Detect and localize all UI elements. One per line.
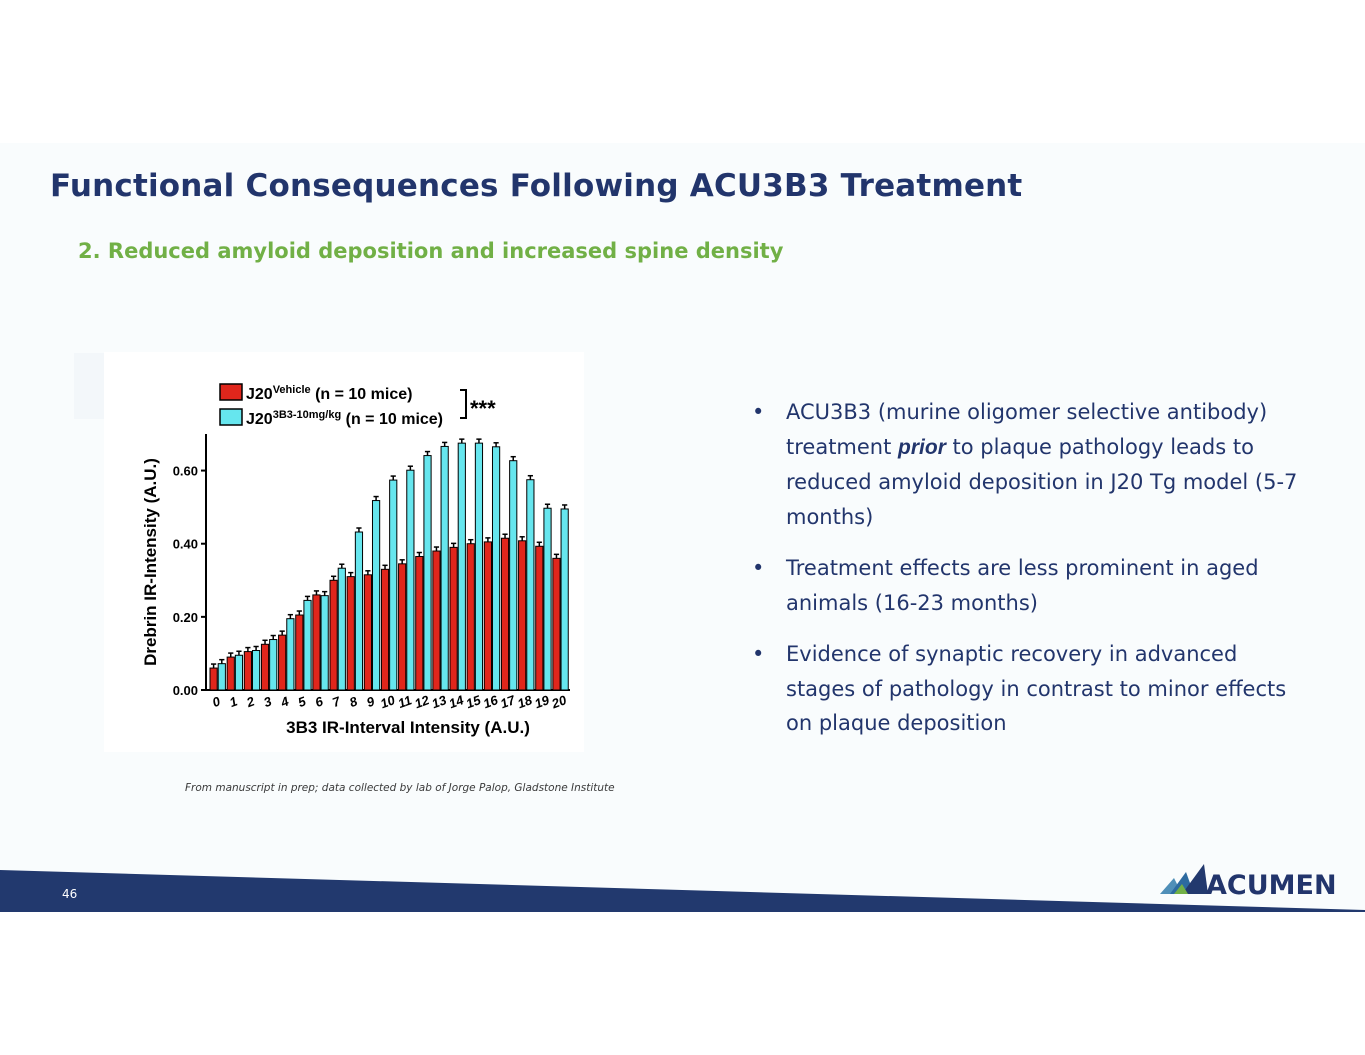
x-tick-label: 11 xyxy=(396,692,414,711)
x-tick-label: 19 xyxy=(533,692,552,711)
y-tick-label: 0.60 xyxy=(173,464,198,479)
bar-treated xyxy=(251,650,261,691)
logo-wordmark: ACUMEN xyxy=(1206,870,1337,901)
x-tick-label: 12 xyxy=(413,692,432,711)
x-tick-label: 13 xyxy=(430,692,449,711)
bar-treated xyxy=(303,599,312,691)
legend-entry: J203B3-10mg/kg (n = 10 mice) xyxy=(246,409,443,428)
x-tick-label: 15 xyxy=(464,692,483,711)
bullet-text: ACU3B3 (murine oligomer selective antibo… xyxy=(786,400,1268,459)
y-tick-label: 0.20 xyxy=(173,610,198,625)
x-tick-label: 1 xyxy=(227,693,239,710)
bar-treated xyxy=(474,442,484,691)
bar-vehicle xyxy=(312,594,321,691)
bullet-dot: • xyxy=(752,556,765,580)
bar-vehicle xyxy=(329,579,338,691)
bar-treated xyxy=(320,595,329,691)
bar-treated xyxy=(509,460,518,691)
y-axis-label: Drebrin IR-Intensity (A.U.) xyxy=(141,458,160,666)
bar-vehicle xyxy=(226,656,235,691)
bullet-item: • Treatment effects are less prominent i… xyxy=(752,551,1312,620)
bar-vehicle xyxy=(398,563,407,691)
bar-treated xyxy=(371,500,381,691)
bar-vehicle xyxy=(432,550,441,691)
x-tick-label: 20 xyxy=(549,692,569,712)
bar-treated xyxy=(406,469,415,691)
x-tick-label: 8 xyxy=(347,693,360,710)
footer-band xyxy=(0,870,1365,912)
bar-vehicle xyxy=(415,556,424,691)
bullet-emphasis: prior xyxy=(898,435,946,459)
bar-vehicle xyxy=(552,557,561,691)
page-number: 46 xyxy=(62,887,78,901)
bullet-dot: • xyxy=(752,642,765,666)
bar-vehicle xyxy=(363,574,372,691)
bar-vehicle xyxy=(535,545,544,691)
slide-title: Functional Consequences Following ACU3B3… xyxy=(50,168,1023,204)
bar-treated xyxy=(543,507,552,691)
x-tick-label: 5 xyxy=(296,693,309,710)
significance-label: *** xyxy=(470,396,496,421)
bullet-dot: • xyxy=(752,400,765,424)
x-tick-label: 4 xyxy=(278,693,292,710)
bar-treated xyxy=(423,455,432,691)
bar-treated xyxy=(286,618,295,691)
drebrin-bar-chart: 0.00 0.20 0.40 0.60 Drebrin IR-Intensity (A.… xyxy=(141,383,570,737)
legend-swatch xyxy=(219,383,243,401)
bar-vehicle xyxy=(483,541,492,691)
significance-bracket xyxy=(460,389,467,419)
bar-vehicle xyxy=(295,614,304,691)
bar-vehicle xyxy=(466,543,475,691)
bar-treated xyxy=(457,442,466,691)
bar-treated xyxy=(234,654,244,691)
x-tick-label: 6 xyxy=(313,693,326,710)
x-tick-label: 10 xyxy=(378,692,397,711)
bar-vehicle xyxy=(260,643,270,691)
bar-vehicle xyxy=(380,568,390,691)
bullet-item: • ACU3B3 (murine oligomer selective anti… xyxy=(752,395,1312,534)
bullet-text: to plaque pathology leads to reduced amy… xyxy=(786,434,1298,529)
x-tick-label: 7 xyxy=(330,693,343,710)
x-tick-label: 16 xyxy=(481,692,500,711)
bar-vehicle xyxy=(209,667,218,691)
bar-treated xyxy=(526,479,535,691)
bar-vehicle xyxy=(500,537,510,691)
legend-swatch xyxy=(219,408,243,426)
bar-vehicle xyxy=(243,651,252,691)
bar-treated xyxy=(269,639,278,691)
bar-treated xyxy=(389,479,398,691)
x-tick-label: 3 xyxy=(262,693,275,710)
x-tick-label: 14 xyxy=(447,692,466,711)
acumen-logo-icon xyxy=(1160,864,1208,894)
x-axis-label: 3B3 IR-Interval Intensity (A.U.) xyxy=(286,718,530,737)
source-note: From manuscript in prep; data collected … xyxy=(185,782,615,794)
bar-treated xyxy=(491,446,501,691)
bar-treated xyxy=(217,663,226,691)
x-tick-label: 18 xyxy=(515,692,534,711)
x-tick-label: 17 xyxy=(498,692,517,711)
legend-entry: J20Vehicle (n = 10 mice) xyxy=(246,384,412,403)
bullet-text: Treatment effects are less prominent in … xyxy=(786,556,1259,615)
bar-treated xyxy=(337,567,346,691)
y-tick-label: 0.40 xyxy=(173,537,198,552)
bar-treated xyxy=(440,445,449,691)
bar-vehicle xyxy=(518,540,527,691)
bar-vehicle xyxy=(449,546,458,691)
bullet-item: • Evidence of synaptic recovery in advan… xyxy=(752,637,1312,741)
x-tick-label: 2 xyxy=(244,693,258,710)
y-tick-label: 0.00 xyxy=(173,683,198,698)
bullet-list: • ACU3B3 (murine oligomer selective anti… xyxy=(752,395,1312,758)
bar-vehicle xyxy=(346,576,355,691)
x-tick-label: 9 xyxy=(364,693,377,710)
x-tick-label: 0 xyxy=(210,693,223,710)
bar-treated xyxy=(354,531,364,691)
slide-subtitle: 2. Reduced amyloid deposition and increa… xyxy=(78,239,784,263)
bullet-text: Evidence of synaptic recovery in advance… xyxy=(786,642,1287,735)
bar-treated xyxy=(560,508,569,691)
bar-vehicle xyxy=(278,634,287,691)
